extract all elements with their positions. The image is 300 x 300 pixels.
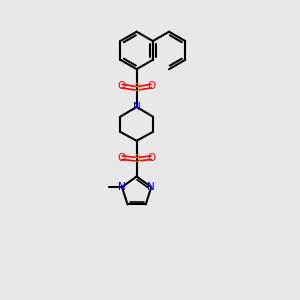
Text: O: O xyxy=(118,153,126,163)
Text: S: S xyxy=(133,154,140,164)
Text: O: O xyxy=(147,153,155,163)
Text: N: N xyxy=(147,182,155,192)
Text: N: N xyxy=(133,102,140,112)
Text: O: O xyxy=(147,81,155,91)
Text: S: S xyxy=(133,83,140,94)
Text: O: O xyxy=(118,81,126,91)
Text: N: N xyxy=(118,182,126,192)
